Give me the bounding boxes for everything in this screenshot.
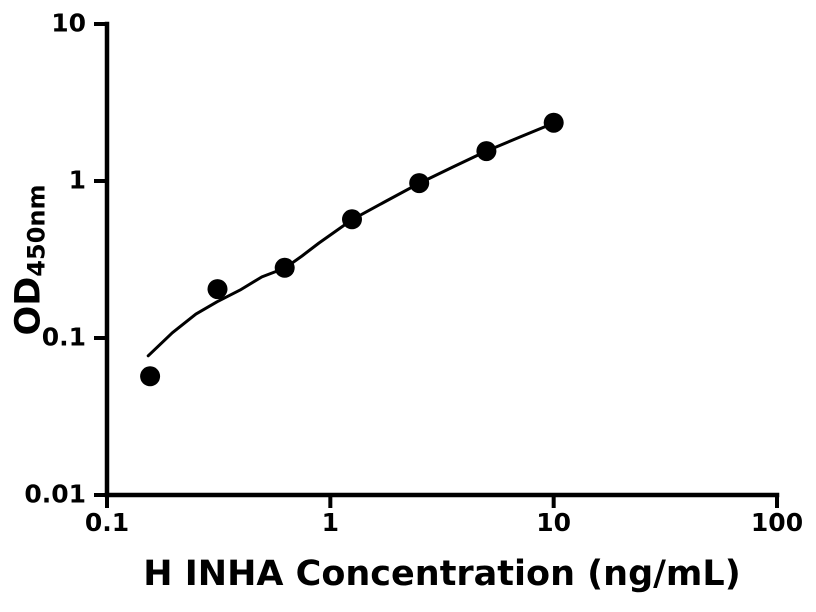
- x-axis-tick-label: 1: [322, 508, 339, 537]
- y-axis-tick-label: 10: [51, 9, 86, 38]
- data-point-marker: [140, 366, 161, 387]
- data-point-marker: [476, 141, 497, 162]
- x-axis-tick-label: 10: [536, 508, 571, 537]
- y-axis-title-main: OD: [8, 276, 49, 336]
- x-axis-tick-label: 100: [751, 508, 803, 537]
- y-axis-title: OD450nm: [8, 184, 51, 336]
- data-point-marker: [543, 112, 564, 133]
- data-point-marker: [274, 257, 295, 278]
- data-point-marker: [409, 173, 430, 194]
- y-axis-title-subscript: 450nm: [22, 184, 51, 277]
- data-point-marker: [342, 209, 362, 230]
- y-axis-tick-label: 1: [69, 166, 86, 195]
- y-axis-tick-label: 0.01: [24, 480, 86, 509]
- x-axis-tick-label: 0.1: [85, 508, 129, 537]
- data-point-marker: [207, 279, 228, 300]
- y-axis-tick-label: 0.1: [42, 323, 86, 352]
- x-axis-title: H INHA Concentration (ng/mL): [143, 554, 741, 594]
- fit-curve-line: [146, 121, 555, 358]
